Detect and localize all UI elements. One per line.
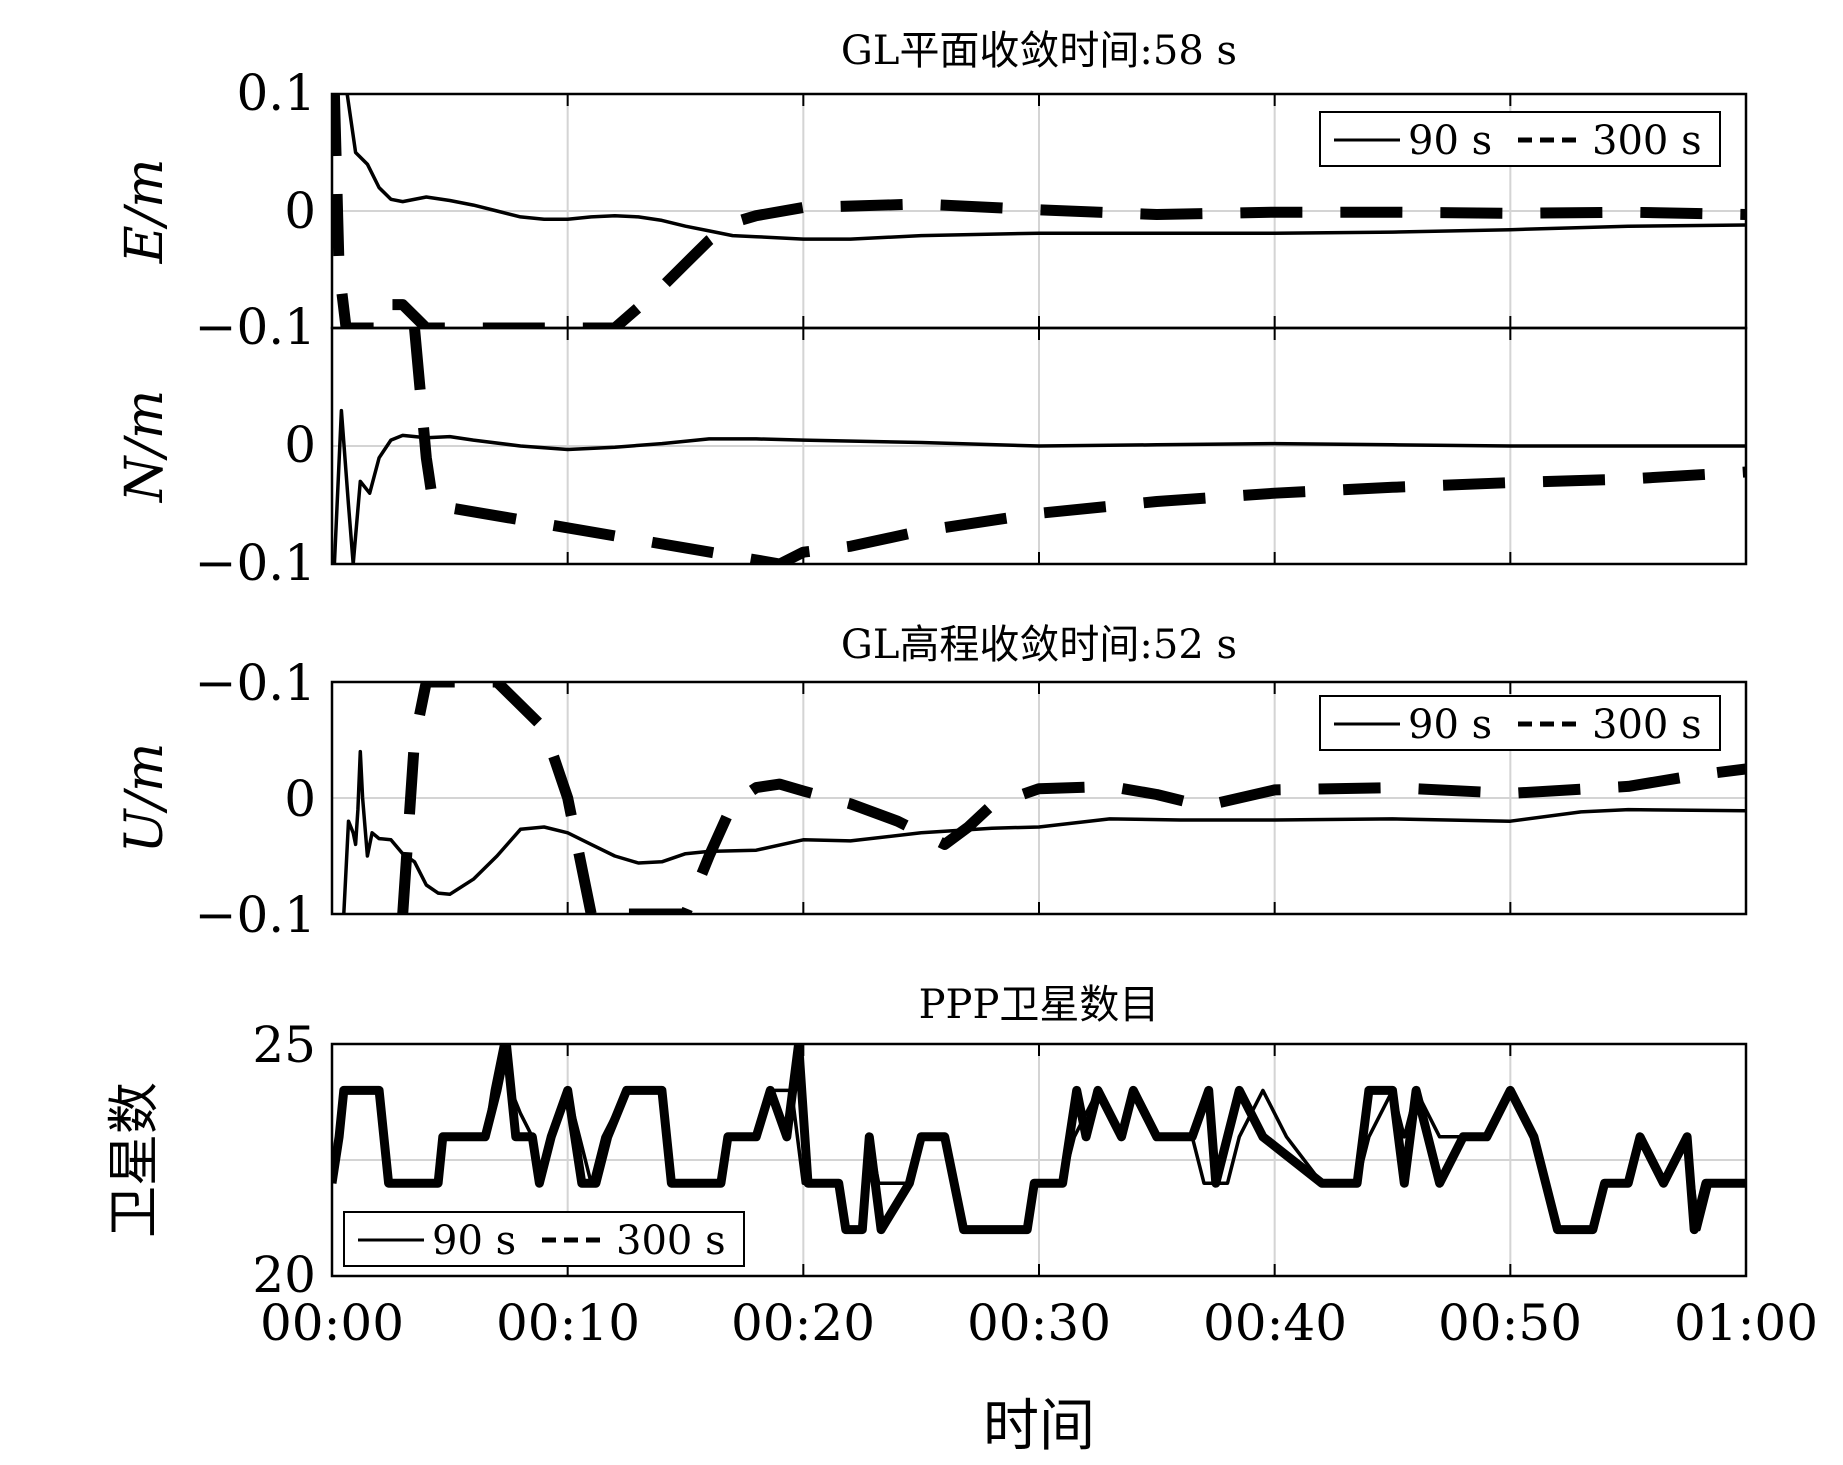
series-line-90s xyxy=(342,749,1746,914)
series-line-300s xyxy=(332,94,1746,328)
subplot-e-ytick-top: 0.1 xyxy=(236,64,316,122)
legend-label-90s: 90 s xyxy=(1408,118,1492,164)
subplot-n-ylabel: N/m xyxy=(115,390,175,504)
series-line-90s xyxy=(334,94,1746,241)
subplot-satellites: PPP卫星数目 25 20 卫星数 90 s 300 s xyxy=(105,982,1748,1304)
subplot-e-title: GL平面收敛时间:58 s xyxy=(841,28,1237,74)
legend-label-90s: 90 s xyxy=(432,1218,516,1264)
subplot-satellites-title: PPP卫星数目 xyxy=(919,982,1160,1028)
subplot-u-ytick-top: −0.1 xyxy=(195,654,316,712)
subplot-satellites-ylabel: 卫星数 xyxy=(105,1082,165,1238)
subplot-u-legend: 90 s 300 s xyxy=(1319,695,1721,751)
subplot-e-ytick-zero: 0 xyxy=(284,182,316,240)
x-axis-label: 时间 xyxy=(983,1394,1095,1459)
subplot-e-legend: 90 s 300 s xyxy=(1319,111,1721,167)
subplot-n-ytick-zero: 0 xyxy=(284,416,316,474)
subplot-satellites-legend: 90 s 300 s xyxy=(343,1211,745,1267)
subplot-u-title: GL高程收敛时间:52 s xyxy=(841,622,1237,668)
subplot-satellites-ytick-top: 25 xyxy=(252,1016,316,1074)
series-line-300s xyxy=(332,1044,1746,1235)
subplot-u-ytick-bottom: −0.1 xyxy=(195,886,316,944)
subplot-e-ylabel: E/m xyxy=(115,159,175,265)
legend-label-300s: 300 s xyxy=(1592,118,1702,164)
subplot-u: GL高程收敛时间:52 s −0.1 0 −0.1 U/m 90 s 300 s xyxy=(115,622,1748,944)
x-tick-labels: 00:00 00:10 00:20 00:30 00:40 00:50 01:0… xyxy=(260,1294,1818,1352)
series-line-300s xyxy=(409,328,1746,564)
subplot-satellites-xticks xyxy=(566,1044,1512,1276)
subplot-u-ylabel: U/m xyxy=(115,743,175,854)
x-tick-label: 00:00 xyxy=(260,1294,404,1352)
subplot-e-ytick-bottom: −0.1 xyxy=(195,298,316,356)
x-tick-label: 01:00 xyxy=(1674,1294,1818,1352)
x-tick-label: 00:10 xyxy=(496,1294,640,1352)
subplot-n-series xyxy=(332,328,1746,564)
x-tick-label: 00:30 xyxy=(967,1294,1111,1352)
subplot-u-xticks xyxy=(566,682,1512,914)
series-line-90s xyxy=(332,408,1746,564)
subplot-n: 0 −0.1 N/m xyxy=(115,326,1748,592)
subplot-e-series xyxy=(332,94,1746,328)
legend-label-300s: 300 s xyxy=(1592,702,1702,748)
subplot-e: GL平面收敛时间:58 s 0.1 0 −0.1 E/m 90 s 300 s xyxy=(115,28,1748,356)
subplot-e-xticks xyxy=(566,94,1512,328)
x-tick-label: 00:50 xyxy=(1438,1294,1582,1352)
series-line-300s xyxy=(397,682,1746,914)
subplot-u-series xyxy=(342,682,1746,914)
x-tick-label: 00:40 xyxy=(1203,1294,1347,1352)
x-tick-label: 00:20 xyxy=(731,1294,875,1352)
legend-label-90s: 90 s xyxy=(1408,702,1492,748)
subplot-satellites-series xyxy=(332,1044,1746,1235)
legend-label-300s: 300 s xyxy=(616,1218,726,1264)
subplot-satellites-ytick-bottom: 20 xyxy=(252,1246,316,1304)
subplot-n-ytick-bottom: −0.1 xyxy=(195,534,316,592)
subplot-n-xticks xyxy=(566,328,1512,564)
subplot-u-ytick-zero: 0 xyxy=(284,770,316,828)
